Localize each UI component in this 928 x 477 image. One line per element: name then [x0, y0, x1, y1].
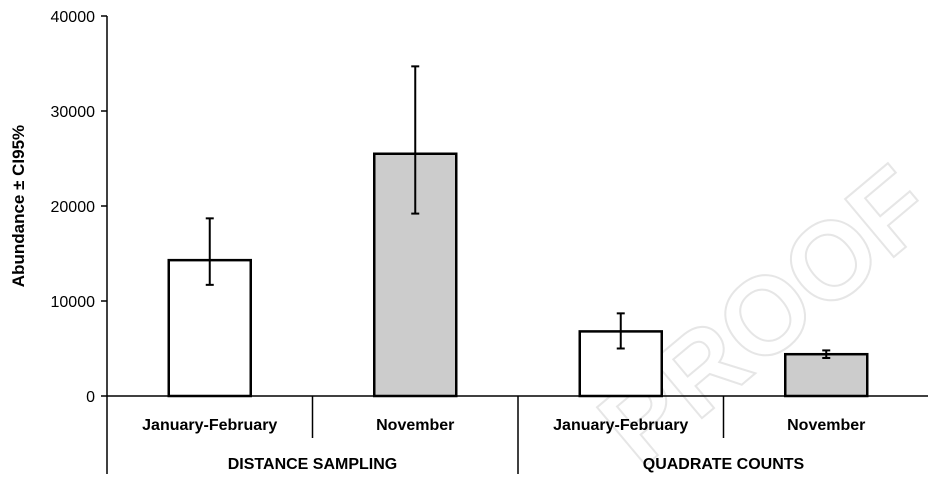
x-axis [107, 395, 928, 474]
group-labels: DISTANCE SAMPLING QUADRATE COUNTS [228, 456, 805, 473]
category-label: November [376, 417, 454, 434]
category-label: January-February [553, 417, 688, 434]
y-tick-label: 10000 [51, 294, 96, 311]
y-tick-label: 40000 [51, 9, 96, 26]
bar [784, 352, 869, 398]
y-tick-label: 0 [86, 389, 95, 406]
group-label: QUADRATE COUNTS [643, 456, 805, 473]
y-tick-label: 30000 [51, 104, 96, 121]
y-tick-labels: 0 10000 20000 30000 40000 [51, 9, 96, 406]
error-bars [205, 65, 831, 359]
y-axis [101, 15, 108, 474]
category-label: January-February [142, 417, 277, 434]
y-axis-label: Abundance ± CI95% [9, 125, 28, 287]
y-tick-label: 20000 [51, 199, 96, 216]
category-label: November [787, 417, 865, 434]
category-labels: January-February November January-February… [142, 417, 865, 434]
group-label: DISTANCE SAMPLING [228, 456, 397, 473]
